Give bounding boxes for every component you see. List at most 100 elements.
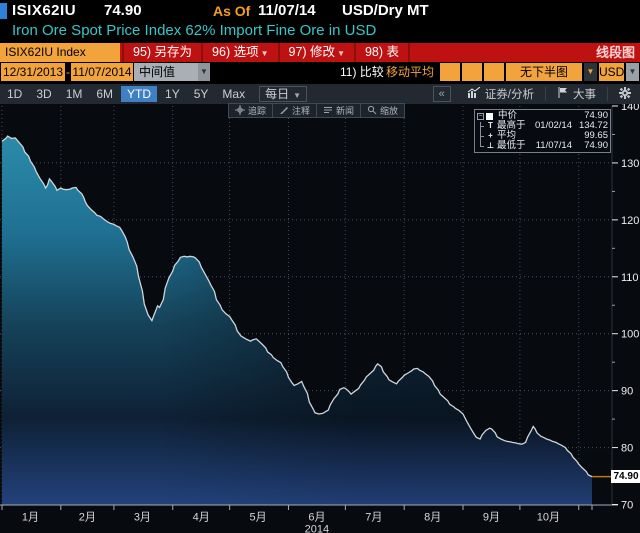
security-description: Iron Ore Spot Price Index 62% Import Fin… bbox=[12, 22, 377, 39]
lower-panel-dropdown-arrow-icon[interactable]: ▼ bbox=[584, 63, 597, 81]
events-button[interactable]: 大事 bbox=[557, 86, 596, 102]
legend-row-low: ⊥ 最低于 11/07/14 74.90 bbox=[477, 141, 608, 151]
x-axis-month-label: 7月 bbox=[365, 512, 382, 524]
chart-legend[interactable]: − 中价 74.90 T 最高于 01/02/14 134.72 + 平均 99… bbox=[474, 109, 611, 153]
security-tab[interactable]: ISIX62IU Index bbox=[0, 43, 120, 62]
flag-icon bbox=[557, 87, 569, 101]
security-analysis-button[interactable]: 证券/分析 bbox=[467, 86, 534, 102]
magnifier-icon bbox=[367, 105, 380, 117]
x-axis-month-label: 2月 bbox=[79, 512, 96, 524]
as-of-date: 11/07/14 bbox=[258, 2, 316, 19]
tool-button-news[interactable]: 新闻 bbox=[317, 103, 362, 118]
last-price-badge: 74.90 bbox=[611, 470, 640, 484]
tool-label: 注释 bbox=[292, 106, 311, 116]
price-field-select[interactable]: 中间值 bbox=[134, 63, 198, 81]
moving-average-button[interactable]: 移动平均 bbox=[386, 65, 435, 79]
tab-1d[interactable]: 1D bbox=[7, 87, 23, 101]
menu-item-95[interactable]: 95) 另存为 bbox=[122, 43, 204, 62]
frequency-dropdown-arrow-icon: ▼ bbox=[293, 91, 302, 100]
y-axis-tick-label: 130 bbox=[621, 158, 639, 170]
crosshair-icon bbox=[235, 104, 248, 117]
axis-labels: 140 130 120 110 100 90 80 70 1月 2月 3月 4月 5月 6月 7月 8月 9月 1… bbox=[22, 101, 639, 533]
tool-button-pencil[interactable]: 注释 bbox=[273, 103, 318, 118]
menu-item-98[interactable]: 98) 表 bbox=[356, 43, 411, 62]
moving-average-input-1[interactable] bbox=[440, 63, 460, 81]
high-date: 01/02/14 bbox=[535, 120, 572, 131]
tab-5y[interactable]: 5Y bbox=[193, 87, 209, 101]
y-axis-tick-label: 70 bbox=[621, 500, 633, 512]
legend-row-high: T 最高于 01/02/14 134.72 bbox=[477, 121, 608, 131]
frequency-label: 每日 bbox=[265, 87, 290, 101]
x-axis-month-label: 3月 bbox=[134, 512, 151, 524]
events-label: 大事 bbox=[573, 89, 596, 101]
tab-ytd[interactable]: YTD bbox=[121, 86, 158, 102]
security-analysis-label: 证券/分析 bbox=[484, 89, 534, 101]
start-date-field[interactable]: 12/31/2013 bbox=[1, 63, 65, 81]
tab-1y[interactable]: 1Y bbox=[165, 87, 180, 101]
low-label: 最低于 bbox=[497, 140, 526, 151]
moving-average-input-3[interactable] bbox=[484, 63, 504, 81]
tool-label: 追踪 bbox=[248, 106, 267, 116]
currency-dropdown-arrow-icon[interactable]: ▼ bbox=[626, 63, 639, 81]
menu-items: 95) 另存为 96) 选项 ▼ 97) 修改 ▼ 98) 表 bbox=[122, 43, 411, 62]
average-label: 平均 bbox=[497, 130, 517, 141]
y-axis-tick-label: 90 bbox=[621, 386, 633, 398]
menu-item-96[interactable]: 96) 选项 ▼ bbox=[203, 43, 280, 62]
settings-gear-button[interactable] bbox=[619, 86, 631, 102]
tool-button-crosshair[interactable]: 追踪 bbox=[228, 103, 274, 118]
compare-button[interactable]: 11) 比较 bbox=[340, 65, 384, 79]
tab-3d[interactable]: 3D bbox=[36, 87, 52, 101]
chart-type-label: 线段图 bbox=[595, 45, 635, 60]
price-field-dropdown-arrow-icon[interactable]: ▼ bbox=[198, 63, 210, 81]
x-axis-month-label: 4月 bbox=[193, 512, 210, 524]
legend-row-series: − 中价 74.90 bbox=[477, 111, 608, 121]
high-label: 最高于 bbox=[497, 120, 526, 131]
y-axis-tick-label: 140 bbox=[621, 101, 639, 113]
legend-collapse-icon[interactable]: − bbox=[477, 112, 484, 120]
low-date: 11/07/14 bbox=[535, 140, 572, 151]
tool-button-magnifier[interactable]: 缩放 bbox=[361, 103, 406, 118]
legend-tree-line bbox=[480, 122, 481, 147]
dropdown-arrow-icon: ▼ bbox=[337, 49, 345, 58]
chart-icon bbox=[467, 86, 481, 101]
price-unit: USD/Dry MT bbox=[342, 2, 429, 19]
pencil-icon bbox=[279, 105, 292, 117]
average-marker-icon: + bbox=[488, 131, 493, 140]
tab-6m[interactable]: 6M bbox=[96, 87, 114, 101]
tool-label: 缩放 bbox=[380, 106, 399, 116]
x-axis-month-label: 1月 bbox=[22, 512, 39, 524]
low-marker-icon: ⊥ bbox=[486, 141, 495, 150]
y-axis-tick-label: 100 bbox=[621, 329, 639, 341]
period-tabs: 1D 3D 1M 6M YTD 1Y 5Y Max bbox=[0, 86, 252, 102]
end-date-field[interactable]: 11/07/2014 bbox=[71, 63, 133, 81]
average-value: 99.65 bbox=[584, 130, 608, 141]
tab-max[interactable]: Max bbox=[222, 87, 246, 101]
divider bbox=[545, 87, 546, 101]
x-axis-month-label: 6月 bbox=[308, 512, 325, 524]
date-range-separator: - bbox=[65, 63, 71, 81]
price-line bbox=[1, 135, 593, 478]
dropdown-arrow-icon: ▼ bbox=[260, 49, 269, 58]
frequency-select[interactable]: 每日 ▼ bbox=[259, 86, 308, 102]
low-value: 74.90 bbox=[584, 140, 608, 151]
gear-icon bbox=[619, 86, 631, 102]
menu-item-97[interactable]: 97) 修改 ▼ bbox=[280, 43, 356, 62]
news-icon bbox=[323, 105, 336, 117]
divider bbox=[607, 87, 608, 101]
last-price-value: 74.90 bbox=[104, 2, 142, 19]
tab-1m[interactable]: 1M bbox=[65, 87, 83, 101]
currency-select[interactable]: USD bbox=[599, 63, 625, 81]
tool-label: 新闻 bbox=[336, 106, 355, 116]
series-label: 中价 bbox=[498, 110, 518, 121]
y-axis-tick-label: 110 bbox=[621, 272, 639, 284]
series-value: 74.90 bbox=[584, 110, 608, 121]
collapse-panel-button[interactable]: « bbox=[432, 86, 451, 102]
moving-average-input-2[interactable] bbox=[462, 63, 482, 81]
x-axis-month-label: 10月 bbox=[537, 512, 560, 524]
lower-panel-select[interactable]: 无下半图 bbox=[506, 63, 582, 81]
period-bar: 1D 3D 1M 6M YTD 1Y 5Y Max 每日 ▼ « 证券/分析 大事 bbox=[0, 84, 640, 104]
y-axis-tick-label: 80 bbox=[621, 443, 633, 455]
x-axis-month-label: 5月 bbox=[250, 512, 267, 524]
